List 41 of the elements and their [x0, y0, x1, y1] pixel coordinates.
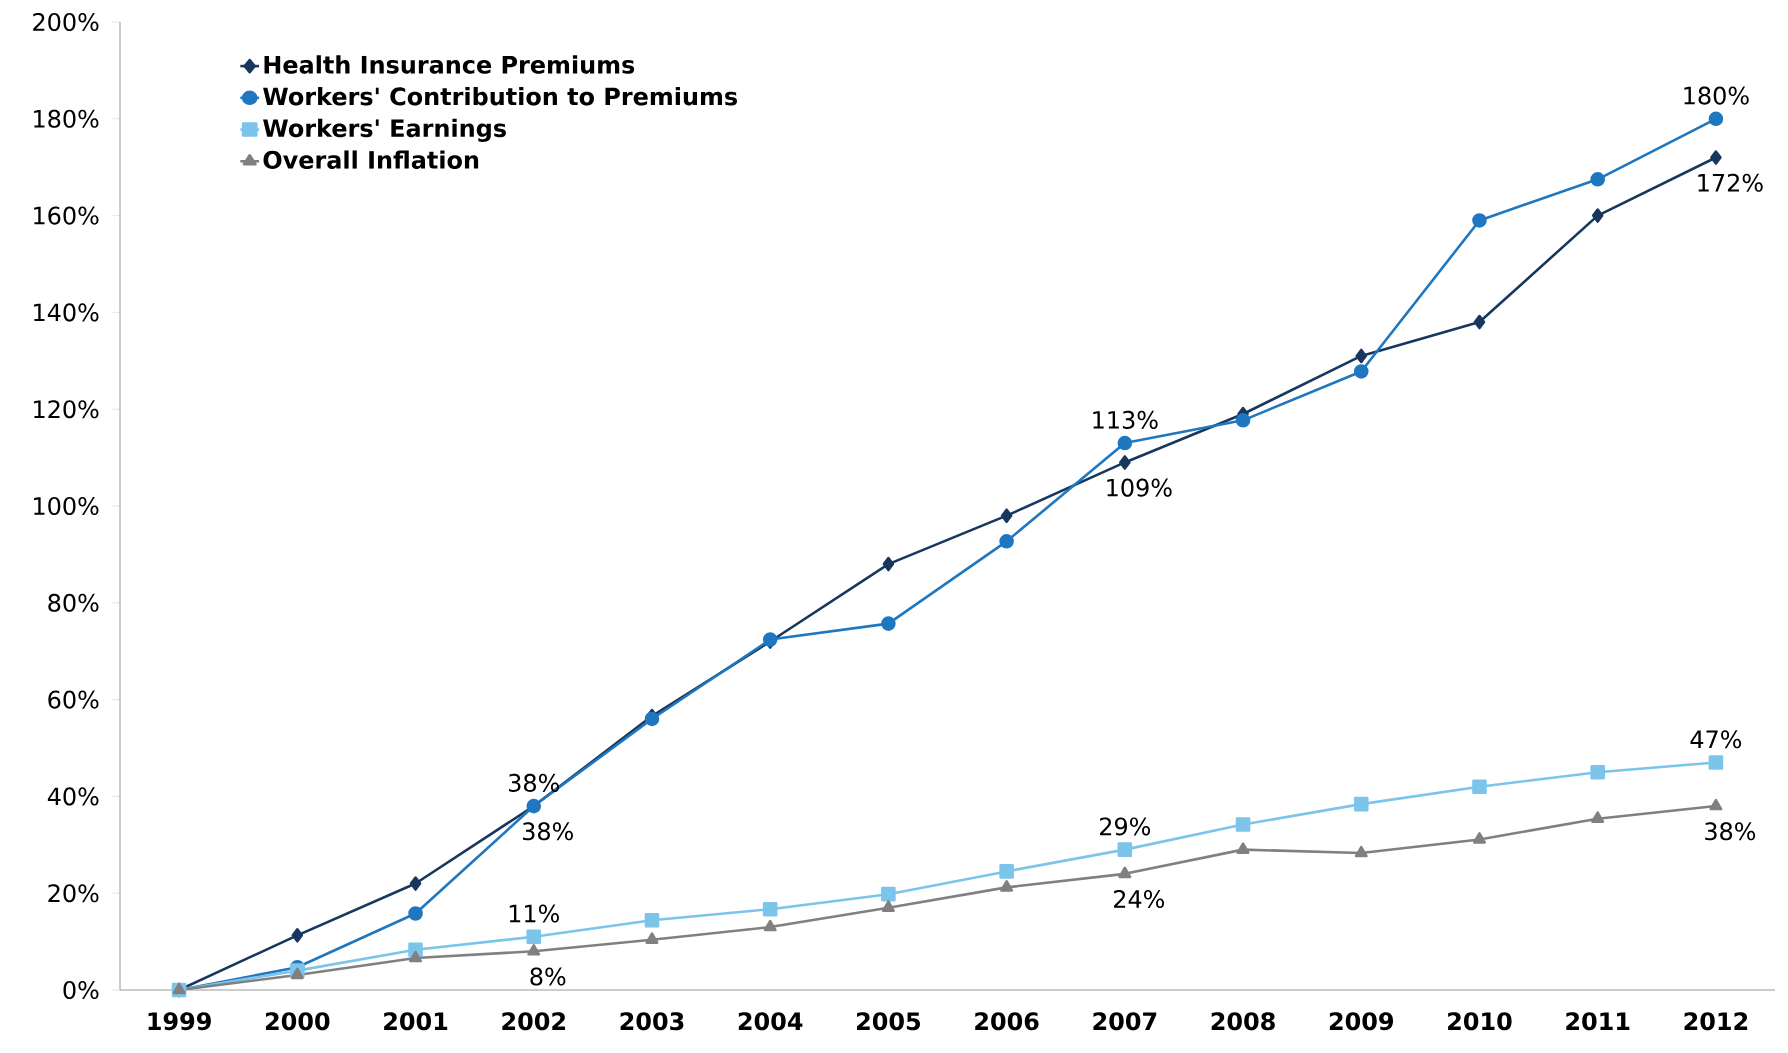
y-tick-label: 100%: [34, 496, 99, 516]
x-tick-label: 2012: [1684, 1012, 1748, 1031]
y-tick-label: 160%: [34, 206, 99, 225]
x-tick-label: 2006: [975, 1012, 1039, 1031]
y-tick-label: 200%: [33, 12, 99, 32]
data-label: 172%: [1698, 173, 1763, 192]
y-tick-label: 80%: [48, 593, 99, 612]
y-tick-label: 40%: [47, 787, 99, 806]
y-tick-label: 120%: [34, 400, 99, 419]
data-label: 38%: [1705, 822, 1756, 841]
data-label: 38%: [523, 822, 573, 841]
x-tick-label: 2004: [738, 1012, 803, 1031]
legend-label: Workers' Contribution to Premiums: [263, 86, 737, 106]
data-label: 113%: [1093, 410, 1158, 429]
x-tick-label: 2000: [265, 1012, 330, 1031]
x-tick-label: 2001: [384, 1012, 448, 1031]
data-label: 38%: [509, 773, 559, 792]
x-tick-label: 1999: [148, 1012, 211, 1031]
x-tick-label: 2011: [1566, 1012, 1630, 1031]
x-tick-label: 2003: [620, 1012, 684, 1031]
data-label: 47%: [1690, 730, 1742, 749]
data-label: 24%: [1114, 890, 1165, 909]
data-label: 8%: [530, 967, 566, 986]
x-tick-label: 2008: [1211, 1012, 1275, 1031]
y-tick-label: 140%: [34, 303, 99, 322]
x-tick-label: 2009: [1329, 1012, 1394, 1031]
y-tick-label: 0%: [63, 980, 99, 1000]
data-label: 29%: [1100, 817, 1151, 836]
data-label: 11%: [509, 904, 559, 923]
x-tick-label: 2007: [1093, 1012, 1157, 1031]
legend-label: Workers' Earnings: [263, 118, 506, 143]
y-tick-label: 180%: [34, 109, 99, 128]
data-label: 180%: [1684, 86, 1749, 105]
x-tick-label: 2002: [502, 1012, 565, 1031]
x-tick-label: 2005: [857, 1012, 921, 1031]
legend-label: Overall Inflation: [263, 150, 479, 169]
x-tick-label: 2010: [1448, 1012, 1512, 1031]
y-tick-label: 20%: [48, 884, 99, 903]
data-label: 109%: [1107, 478, 1172, 497]
legend-label: Health Insurance Premiums: [264, 55, 635, 74]
y-tick-label: 60%: [48, 690, 99, 709]
